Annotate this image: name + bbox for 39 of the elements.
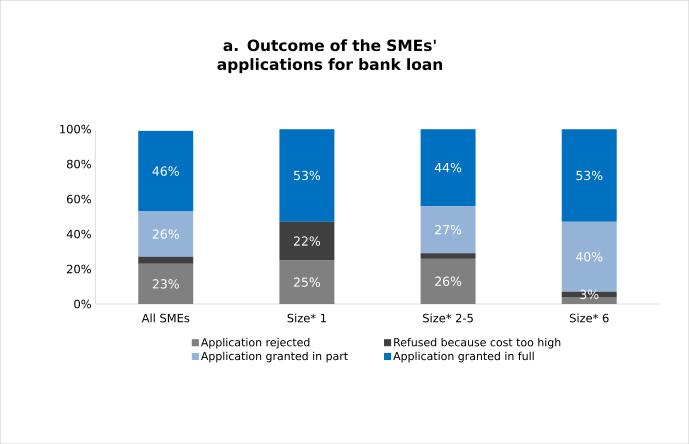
data-label: 22%: [294, 236, 320, 246]
data-label: 27%: [435, 224, 462, 234]
x-tick-label: All SMEs: [142, 313, 190, 322]
bar: [138, 264, 194, 304]
bar: [138, 256, 194, 264]
bar: [279, 222, 334, 260]
data-label: 26%: [435, 276, 462, 286]
x-tick-label: Size* 1: [288, 313, 326, 322]
bar: [279, 129, 334, 222]
y-tick-label: 100%: [60, 124, 91, 134]
data-label: 46%: [152, 166, 179, 176]
legend-label: Application granted in full: [393, 352, 534, 362]
legend-label: Application rejected: [200, 338, 310, 348]
bar: [420, 258, 476, 304]
bar: [562, 129, 617, 222]
y-tick-label: 20%: [67, 264, 91, 274]
x-tick-label: Size* 2-5: [423, 313, 473, 322]
chart-title: a. Outcome of the SMEs' applications for bank loan: [217, 39, 442, 74]
legend-label: Application granted in part: [200, 352, 348, 362]
legend-label: Refused because cost too high: [394, 338, 560, 348]
data-label: 25%: [294, 277, 320, 287]
y-tick-label: 80%: [66, 160, 91, 168]
data-label: 26%: [152, 229, 179, 239]
x-tick-label: Size* 6: [570, 313, 609, 322]
data-label: 23%: [152, 279, 179, 289]
y-tick-label: 40%: [66, 230, 91, 238]
bar: [420, 206, 476, 254]
data-label: 44%: [434, 162, 462, 172]
y-tick-label: 60%: [66, 194, 91, 204]
bar: [420, 253, 476, 258]
data-label: 53%: [576, 170, 602, 180]
bar: [420, 129, 476, 206]
y-tick-label: 0%: [74, 300, 91, 308]
data-label: 40%: [576, 252, 602, 262]
bar: [138, 130, 194, 212]
bar: [279, 260, 334, 304]
data-label: 3%: [580, 290, 598, 300]
data-label: 53%: [294, 170, 320, 180]
bar: [138, 211, 194, 257]
